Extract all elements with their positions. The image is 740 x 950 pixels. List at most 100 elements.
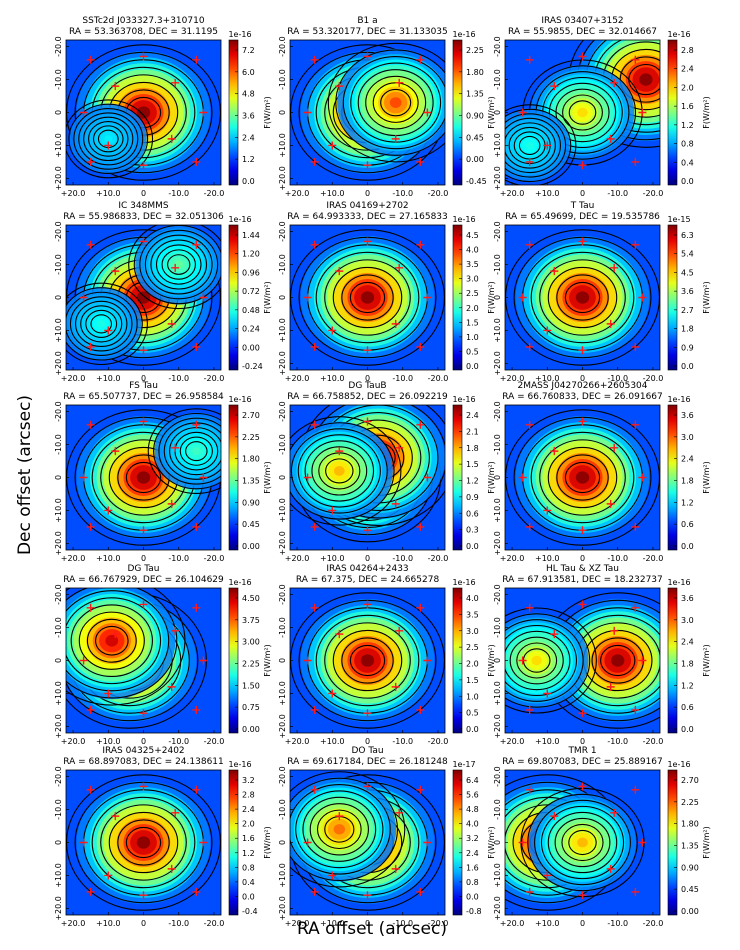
colorbar-scale: 1e-16 xyxy=(452,578,475,587)
y-tick-label: -20.0 xyxy=(278,584,287,605)
colorbar-tick-label: 0.0 xyxy=(466,725,479,734)
sample-point xyxy=(192,603,201,612)
contour-line xyxy=(556,274,609,321)
sample-point xyxy=(171,78,180,87)
contour-line xyxy=(530,251,635,344)
contour-line xyxy=(315,614,420,707)
colorbar-tick-label: 1.6 xyxy=(466,863,479,872)
y-tick-label: -10.0 xyxy=(493,799,502,820)
sample-point xyxy=(423,838,432,847)
sample-point xyxy=(550,630,559,639)
y-tick-label: -20.0 xyxy=(493,221,502,242)
colorbar-tick-label: 1.8 xyxy=(681,477,694,486)
intensity-level xyxy=(577,837,588,848)
sample-point xyxy=(416,420,425,429)
colorbar-scale: 1e-16 xyxy=(228,760,251,769)
x-tick-label: -10.0 xyxy=(168,919,189,928)
y-tick-label: 0 xyxy=(493,658,502,663)
sample-point xyxy=(543,506,552,515)
y-tick-label: 0 xyxy=(278,840,287,845)
colorbar-scale: 1e-17 xyxy=(452,760,475,769)
sample-point xyxy=(139,526,148,535)
sample-point xyxy=(86,55,95,64)
sample-point xyxy=(416,603,425,612)
sample-point xyxy=(631,157,640,166)
contour-line xyxy=(568,829,597,856)
y-tick-label: -20.0 xyxy=(278,36,287,57)
sample-point xyxy=(104,141,113,150)
colorbar-label: F(W/m²) xyxy=(702,644,711,676)
sample-point xyxy=(79,473,88,482)
contour-line xyxy=(73,108,144,170)
colorbar-tick-label: 0.0 xyxy=(242,892,255,901)
colorbar-label: F(W/m²) xyxy=(487,281,496,313)
colorbar-tick-label: 0.48 xyxy=(242,306,260,315)
colorbar-tick-label: 0.90 xyxy=(242,498,260,507)
contour-line xyxy=(341,274,394,321)
contour-line xyxy=(332,266,403,329)
contour-line xyxy=(161,249,196,280)
panel-title: IRAS 04169+2702 xyxy=(326,201,408,211)
colorbar-scale: 1e-16 xyxy=(228,395,251,404)
contour-line xyxy=(66,588,186,706)
colorbar-tick-label: 2.4 xyxy=(242,805,255,814)
contour-line xyxy=(539,259,626,336)
intensity-level xyxy=(639,73,653,86)
contour-line xyxy=(117,819,170,866)
colorbar-tick-label: 3.6 xyxy=(681,287,694,296)
y-tick-label: 0 xyxy=(54,475,63,480)
contour-line xyxy=(505,113,567,178)
sample-point xyxy=(86,240,95,249)
panel-title: DO Tau xyxy=(351,746,383,756)
contour-line xyxy=(309,803,369,856)
x-tick-label: -10.0 xyxy=(168,374,189,383)
y-tick-label: +20.0 xyxy=(493,166,502,191)
colorbar-tick-label: 1.80 xyxy=(466,68,484,77)
colorbar-scale: 1e-16 xyxy=(667,30,690,39)
sample-point xyxy=(610,443,619,452)
sample-point xyxy=(606,682,615,691)
panel-subtitle: RA = 55.986833, DEC = 32.051306 xyxy=(63,212,224,222)
contour-line xyxy=(327,42,445,163)
colorbar-tick-label: 5.6 xyxy=(466,791,479,800)
sample-point xyxy=(111,82,120,91)
sample-point xyxy=(199,108,208,117)
colorbar-tick-label: 1.0 xyxy=(466,333,479,342)
colorbar-tick-label: 2.25 xyxy=(681,798,699,807)
y-tick-label: -10.0 xyxy=(278,617,287,638)
y-tick-label: 0 xyxy=(493,295,502,300)
panel-title: IC 348MMS xyxy=(118,201,169,211)
x-tick-label: +20.0 xyxy=(500,189,525,198)
sample-point xyxy=(638,838,647,847)
y-tick-label: -20.0 xyxy=(278,401,287,422)
y-tick-label: +10.0 xyxy=(278,863,287,888)
contour-line xyxy=(505,613,591,708)
sample-point xyxy=(310,887,319,896)
sample-point xyxy=(638,293,647,302)
x-tick-label: -10.0 xyxy=(392,374,413,383)
panel-title: B1 a xyxy=(357,16,377,26)
contour-line xyxy=(155,244,202,285)
colorbar-tick-label: 3.5 xyxy=(466,610,479,619)
colorbar-tick-label: -0.45 xyxy=(466,177,487,186)
colorbar xyxy=(228,224,239,371)
panel-subtitle: RA = 53.363708, DEC = 31.1195 xyxy=(69,27,218,37)
contour-line xyxy=(133,225,221,305)
contour-line xyxy=(298,236,437,359)
y-tick-label: -20.0 xyxy=(278,766,287,787)
colorbar-tick-label: 1.2 xyxy=(466,477,479,486)
sample-point xyxy=(631,240,640,249)
contour-line xyxy=(548,82,617,143)
sample-point xyxy=(86,785,95,794)
colorbar-tick-label: 0.75 xyxy=(242,703,260,712)
y-tick-label: -10.0 xyxy=(278,254,287,275)
sample-point xyxy=(416,785,425,794)
colorbar-tick-label: 2.4 xyxy=(681,65,694,74)
colorbar-tick-label: 6.0 xyxy=(242,68,255,77)
sample-point xyxy=(395,808,404,817)
sample-point xyxy=(79,108,88,117)
sample-point xyxy=(86,157,95,166)
sample-point xyxy=(167,682,176,691)
y-tick-label: -20.0 xyxy=(54,401,63,422)
